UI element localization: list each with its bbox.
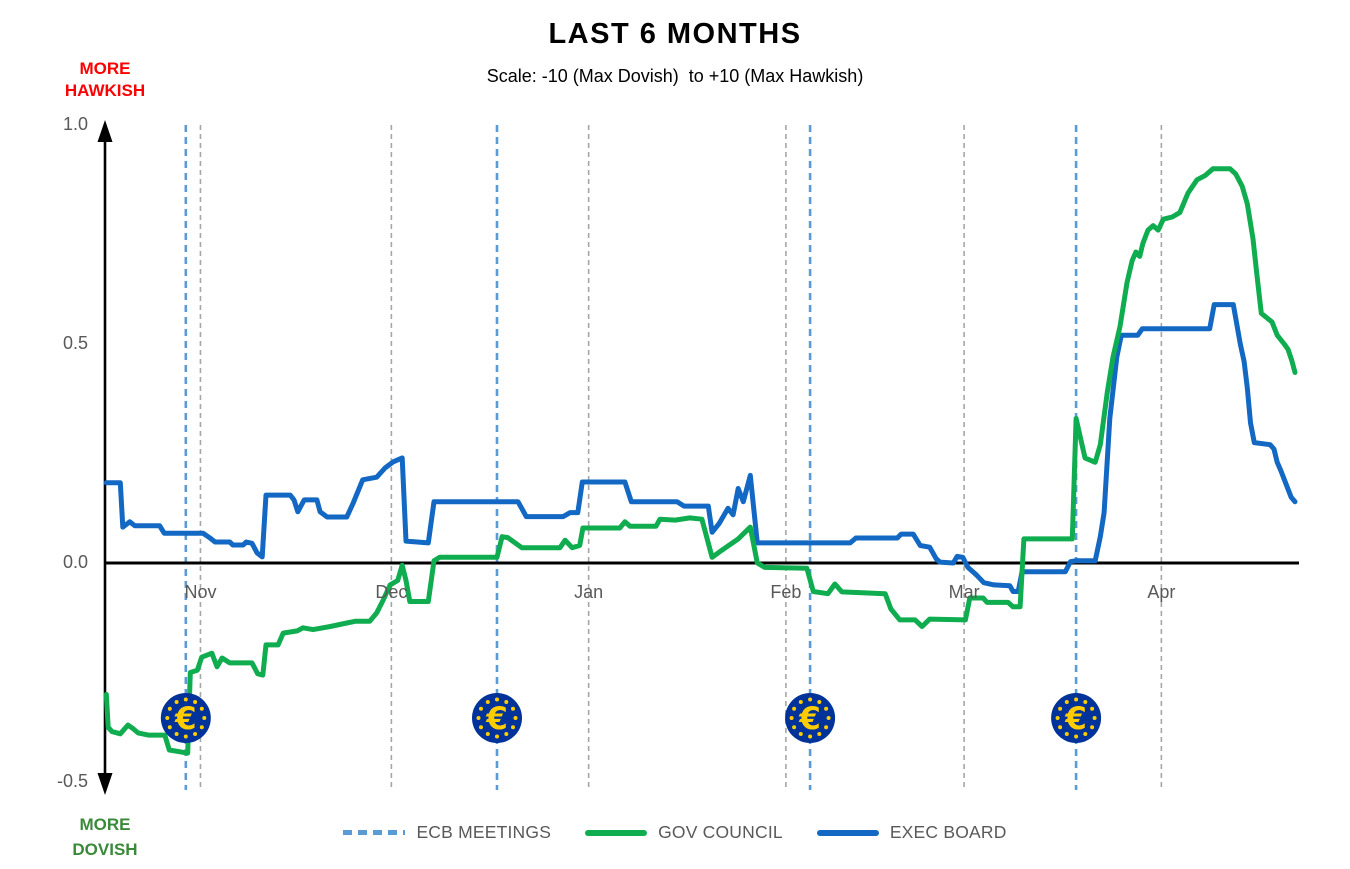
legend-item-exec-board: EXEC BOARD bbox=[816, 822, 1007, 843]
ecb-euro-coin-icon: € bbox=[1051, 693, 1102, 743]
ecb-euro-coin-icon: € bbox=[160, 693, 211, 743]
month-label: Nov bbox=[184, 582, 217, 602]
chart-subtitle: Scale: -10 (Max Dovish) to +10 (Max Hawk… bbox=[486, 66, 864, 86]
y-axis-down-arrow-icon bbox=[97, 773, 113, 795]
month-label: Apr bbox=[1147, 582, 1176, 602]
svg-text:€: € bbox=[1064, 701, 1087, 737]
more-hawkish-line2: HAWKISH bbox=[64, 81, 146, 100]
legend-item-ecb-meetings: ECB MEETINGS bbox=[343, 822, 551, 843]
series-line-gov-council bbox=[103, 166, 1298, 756]
more-hawkish-line1: MORE bbox=[79, 59, 131, 78]
y-tick-label: 0.5 bbox=[62, 333, 88, 353]
month-label: Feb bbox=[770, 582, 802, 602]
y-tick-label: 1.0 bbox=[62, 114, 88, 134]
more-hawkish-label: MORE HAWKISH bbox=[40, 58, 170, 102]
ecb-meetings-dashed-line-icon bbox=[343, 830, 406, 835]
y-axis-up-arrow-icon bbox=[97, 120, 113, 142]
chart-title: LAST 6 MONTHS bbox=[548, 18, 802, 50]
month-label: Mar bbox=[948, 582, 980, 602]
exec-board-line-icon bbox=[816, 829, 879, 836]
legend-label-exec-board: EXEC BOARD bbox=[889, 822, 1007, 842]
y-tick-label: -0.5 bbox=[56, 771, 88, 791]
svg-text:€: € bbox=[798, 701, 821, 737]
svg-text:€: € bbox=[174, 701, 197, 737]
ecb-euro-coin-icon: € bbox=[472, 693, 522, 743]
more-dovish-line2: DOVISH bbox=[72, 840, 138, 859]
legend: ECB MEETINGS GOV COUNCIL EXEC BOARD bbox=[0, 822, 1350, 843]
series-line-exec-board bbox=[103, 302, 1298, 594]
month-label: Jan bbox=[574, 582, 604, 602]
legend-item-gov-council: GOV COUNCIL bbox=[585, 822, 783, 843]
gov-council-line-icon bbox=[585, 829, 648, 836]
y-tick-label: 0.0 bbox=[62, 552, 88, 572]
legend-label-gov-council: GOV COUNCIL bbox=[658, 822, 783, 842]
more-dovish-label: MORE DOVISH bbox=[40, 812, 170, 862]
month-label: Dec bbox=[375, 582, 408, 602]
svg-text:€: € bbox=[485, 701, 508, 737]
ecb-euro-coin-icon: € bbox=[785, 693, 836, 743]
more-dovish-line1: MORE bbox=[79, 815, 131, 834]
legend-label-ecb-meetings: ECB MEETINGS bbox=[416, 822, 552, 842]
